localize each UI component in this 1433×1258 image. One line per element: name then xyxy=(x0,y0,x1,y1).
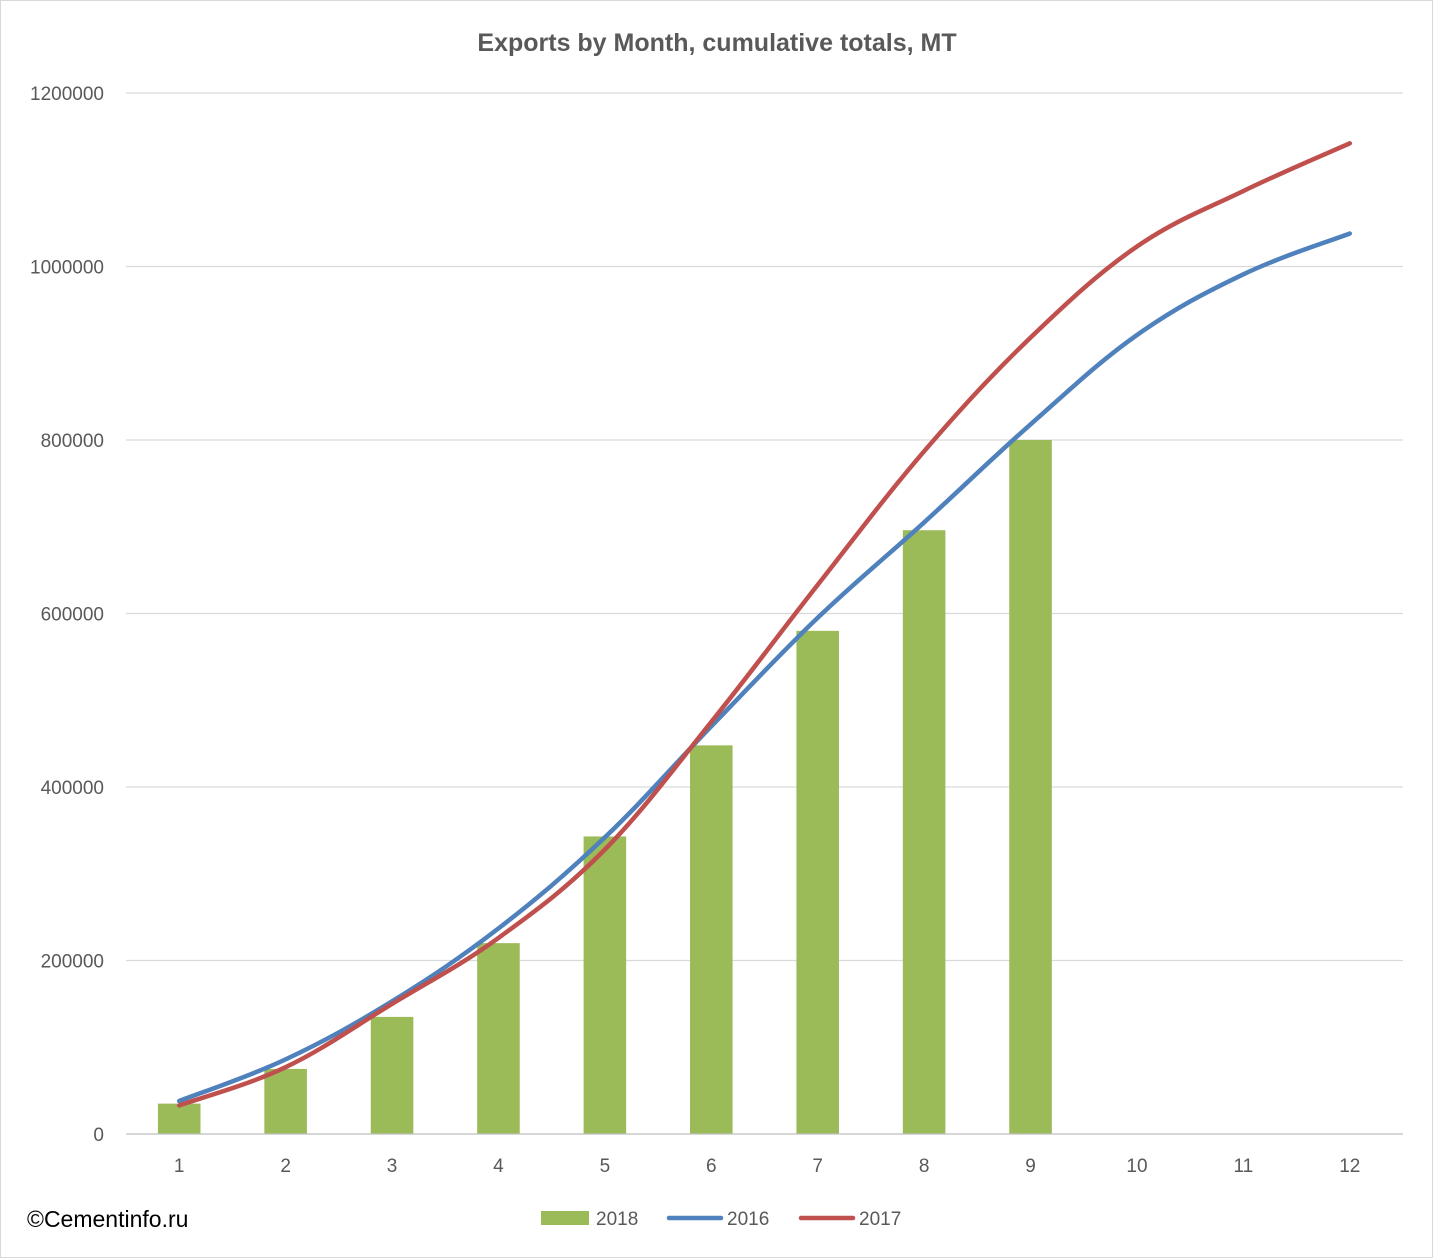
x-tick-label: 3 xyxy=(387,1156,398,1177)
y-tick-label: 600000 xyxy=(41,605,104,626)
x-tick-label: 11 xyxy=(1234,1156,1254,1177)
bar-2018-4 xyxy=(477,943,520,1134)
x-tick-label: 9 xyxy=(1025,1156,1036,1177)
legend-label-2018: 2018 xyxy=(596,1209,638,1230)
line-series xyxy=(176,141,1353,1108)
bar-series xyxy=(157,440,1052,1134)
chart-title: Exports by Month, cumulative totals, MT xyxy=(477,29,956,57)
y-tick-label: 0 xyxy=(93,1125,104,1146)
legend: 2018 2016 2017 xyxy=(541,1209,901,1230)
x-tick-label: 4 xyxy=(493,1156,504,1177)
watermark: ©Cementinfo.ru xyxy=(27,1206,189,1232)
bar-2018-9 xyxy=(1009,440,1052,1134)
gridlines xyxy=(126,92,1403,962)
legend-swatch-2018 xyxy=(541,1211,589,1225)
x-tick-label: 2 xyxy=(280,1156,291,1177)
line-2017 xyxy=(176,141,1353,1108)
bar-2018-8 xyxy=(902,530,946,1134)
x-tick-label: 6 xyxy=(706,1156,717,1177)
line-2016 xyxy=(176,231,1353,1104)
bar-2018-7 xyxy=(796,630,839,1134)
y-tick-label: 400000 xyxy=(41,778,104,799)
bar-2018-2 xyxy=(264,1068,307,1134)
x-tick-label: 7 xyxy=(812,1156,823,1177)
bar-2018-3 xyxy=(370,1016,414,1134)
y-tick-label: 200000 xyxy=(41,952,104,973)
x-tick-label: 1 xyxy=(174,1156,185,1177)
bar-2018-1 xyxy=(157,1103,201,1134)
x-tick-label: 12 xyxy=(1339,1156,1360,1177)
bar-2018-6 xyxy=(690,745,733,1134)
x-tick-label: 5 xyxy=(600,1156,611,1177)
bar-2018-5 xyxy=(583,836,627,1134)
axes: 0 200000 400000 600000 800000 1000000 1200000 1… xyxy=(30,84,1403,1177)
x-tick-label: 8 xyxy=(919,1156,930,1177)
y-tick-label: 1200000 xyxy=(30,84,104,105)
x-tick-label: 10 xyxy=(1126,1156,1147,1177)
legend-label-2016: 2016 xyxy=(727,1209,769,1230)
legend-label-2017: 2017 xyxy=(859,1209,901,1230)
y-tick-label: 800000 xyxy=(41,431,104,452)
y-tick-label: 1000000 xyxy=(30,258,104,279)
